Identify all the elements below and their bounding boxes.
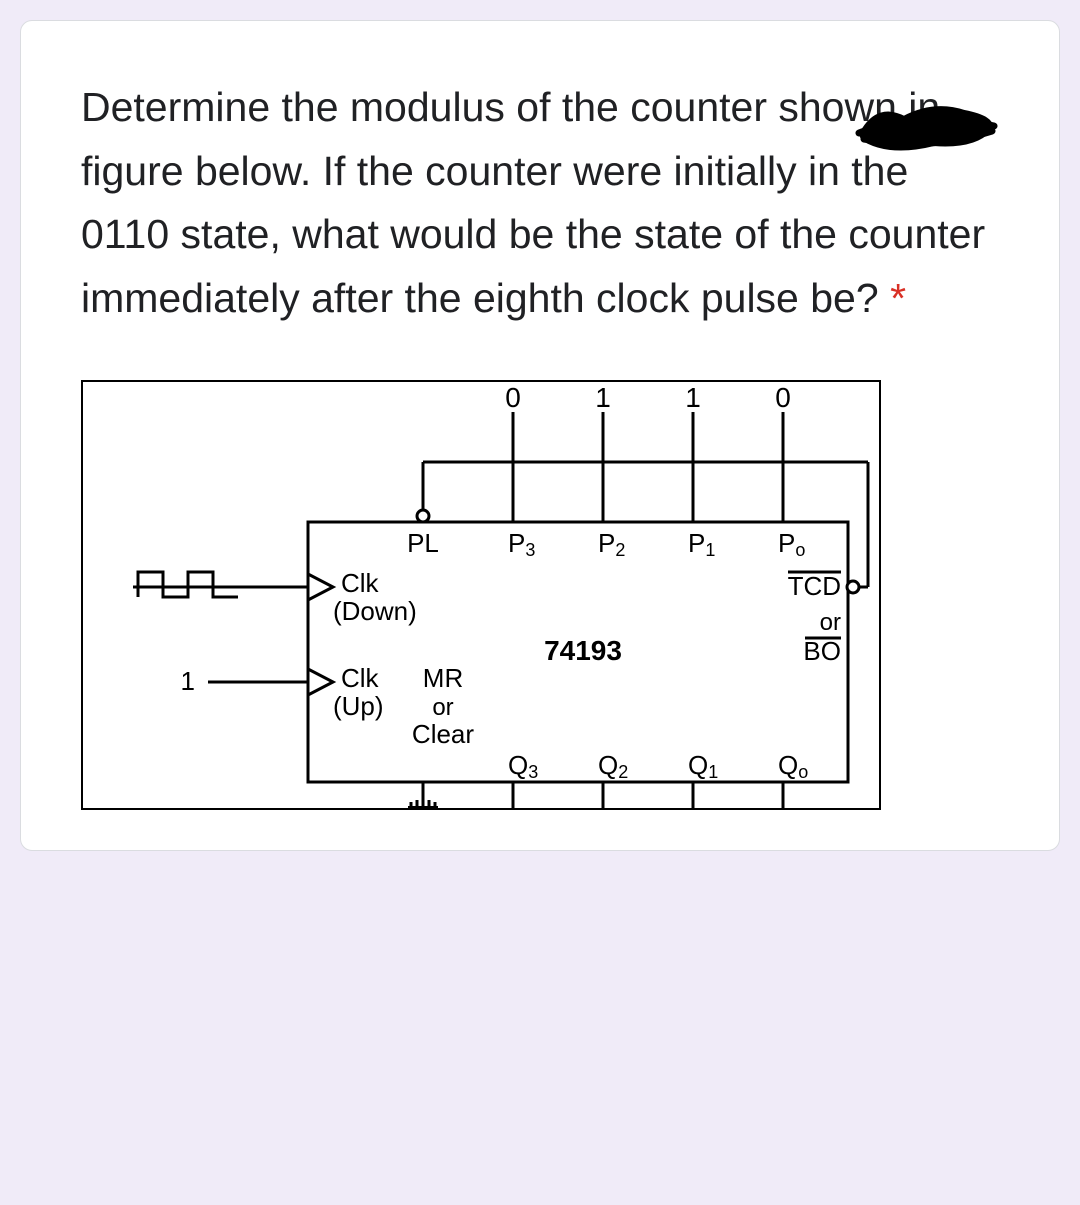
tcd-label: TCD: [788, 571, 841, 601]
chip-label: 74193: [544, 635, 622, 666]
p0-value: 0: [775, 382, 791, 413]
mr-label: MR: [423, 663, 463, 693]
or2-label: or: [432, 694, 453, 721]
question-body: Determine the modulus of the counter sho…: [81, 84, 985, 321]
clk-up-label2: (Up): [333, 691, 384, 721]
clear-label: Clear: [412, 719, 474, 749]
question-card: Determine the modulus of the counter sho…: [20, 20, 1060, 851]
p2-value: 1: [595, 382, 611, 413]
bo-label: BO: [803, 636, 841, 666]
pl-label: PL: [407, 528, 439, 558]
clk-down-label2: (Down): [333, 596, 417, 626]
p3-value: 0: [505, 382, 521, 413]
or1-label: or: [820, 609, 841, 636]
redaction-scribble: [854, 101, 1004, 156]
circuit-figure: 0 1 1 0 PL P3 P2 P1 Po TCD or BO Clk (Do…: [81, 380, 881, 810]
up-tie-value: 1: [181, 666, 195, 696]
p1-value: 1: [685, 382, 701, 413]
clk-down-label1: Clk: [341, 568, 380, 598]
clk-up-label1: Clk: [341, 663, 380, 693]
required-asterisk: *: [890, 275, 906, 321]
